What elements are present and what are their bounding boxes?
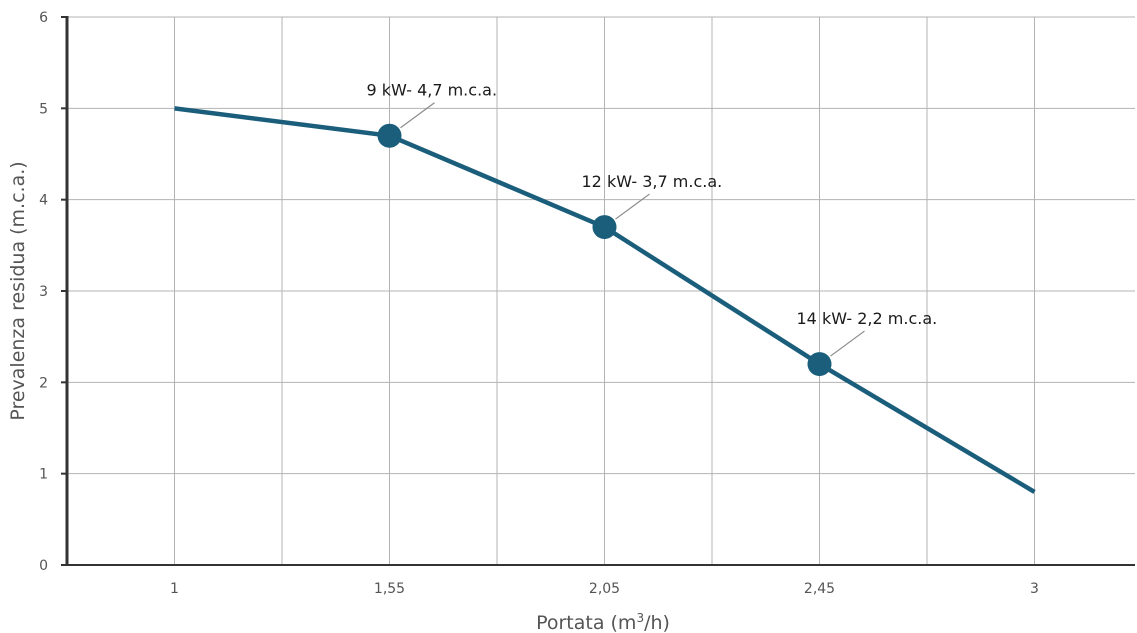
annotations: 9 kW- 4,7 m.c.a. 12 kW- 3,7 m.c.a. 14 kW- … (367, 81, 938, 357)
y-tick-label: 3 (39, 284, 48, 300)
x-tick-label: 2,45 (804, 581, 835, 597)
x-tick-label: 3 (1030, 581, 1039, 597)
axes (61, 16, 1135, 566)
grid (67, 16, 1135, 565)
data-point-marker (592, 215, 617, 240)
series (174, 106, 1036, 494)
data-point-marker (377, 123, 402, 148)
annotation-leader (615, 193, 650, 220)
y-tick-label: 6 (39, 10, 48, 26)
annotation-label: 12 kW- 3,7 m.c.a. (582, 172, 723, 191)
annotation-label: 14 kW- 2,2 m.c.a. (797, 309, 938, 328)
y-tick-label: 2 (39, 375, 48, 391)
y-tick-label: 1 (39, 467, 48, 483)
y-tick-label: 5 (39, 101, 48, 117)
annotation-leader (400, 102, 435, 129)
y-axis-title: Prevalenza residua (m.c.a.) (7, 161, 29, 420)
data-point-marker (807, 352, 832, 377)
annotation-label: 9 kW- 4,7 m.c.a. (367, 81, 498, 100)
x-tick-label: 1,55 (374, 581, 405, 597)
y-tick-label: 4 (39, 193, 48, 209)
x-tick-label: 2,05 (589, 581, 620, 597)
y-tick-label: 0 (39, 558, 48, 574)
annotation-leader (830, 330, 865, 357)
x-axis-title: Portata (m3/h) (536, 611, 670, 633)
tick-labels: 0 1 2 3 4 5 6 1 1,55 2,05 2,45 3 (39, 10, 1039, 597)
x-tick-label: 1 (170, 581, 179, 597)
